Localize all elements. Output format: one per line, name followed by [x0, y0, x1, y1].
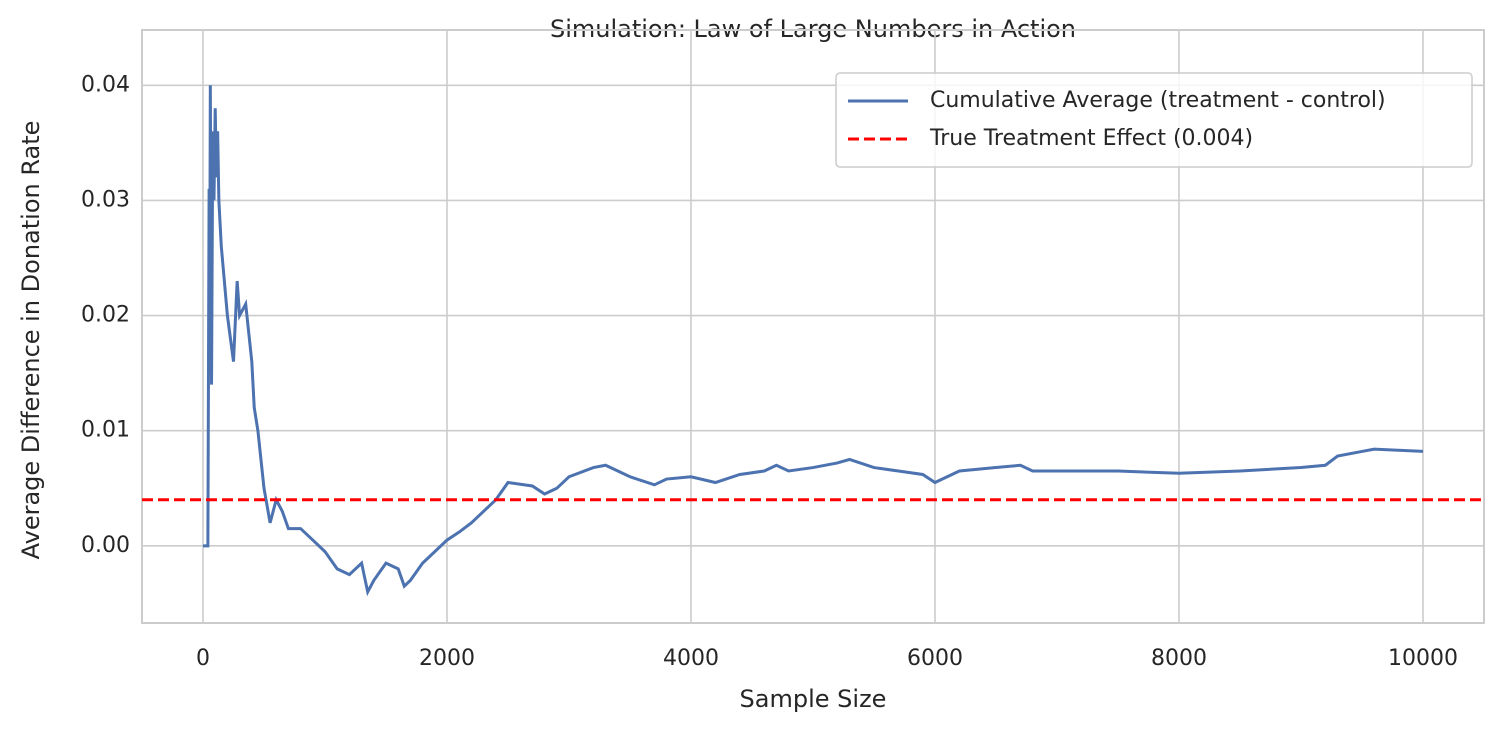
legend-box [835, 72, 1473, 168]
data-line [203, 85, 1424, 597]
legend-label: Cumulative Average (treatment - control) [930, 88, 1386, 113]
legend-label: True Treatment Effect (0.004) [929, 126, 1253, 151]
y-tick-label: 0.03 [81, 187, 130, 212]
y-tick-label: 0.04 [81, 72, 130, 97]
x-axis-label: Sample Size [740, 685, 887, 713]
x-tick-label: 6000 [907, 646, 963, 671]
x-tick-label: 0 [196, 646, 210, 671]
y-tick-label: 0.00 [81, 533, 130, 558]
x-tick-label: 8000 [1151, 646, 1207, 671]
x-tick-label: 10000 [1388, 646, 1458, 671]
y-axis-label: Average Difference in Donation Rate [17, 121, 45, 560]
x-tick-label: 4000 [663, 646, 719, 671]
legend: Cumulative Average (treatment - control)… [835, 72, 1473, 168]
y-tick-label: 0.02 [81, 303, 130, 328]
x-tick-label: 2000 [419, 646, 475, 671]
y-tick-label: 0.01 [81, 418, 130, 443]
plot-frame [141, 29, 1485, 624]
